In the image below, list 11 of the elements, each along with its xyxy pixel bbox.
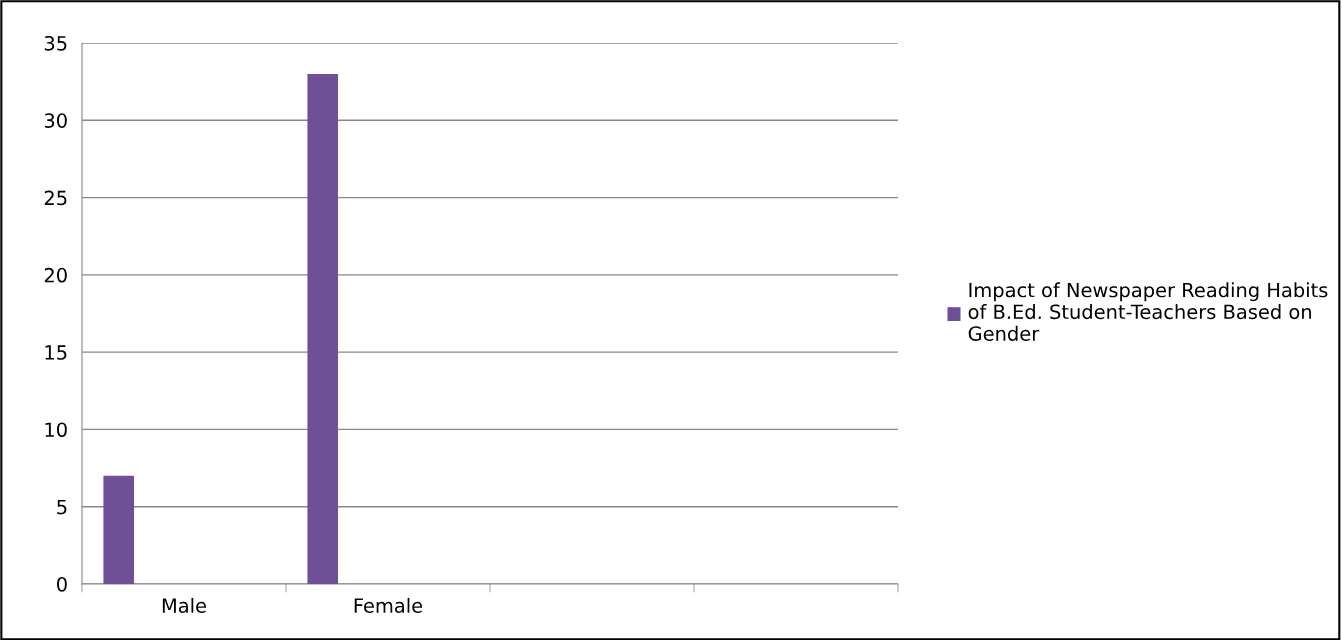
y-tick-label: 15 (45, 345, 67, 360)
y-tick-label: 20 (44, 267, 67, 283)
y-tick-label: 30 (44, 113, 67, 128)
y-tick-label: 35 (44, 35, 67, 51)
x-tick-label: Male (162, 597, 206, 613)
y-tick-label: 25 (44, 190, 67, 206)
x-tick-label: Female (354, 597, 423, 613)
legend-label: Impact of Newspaper Reading Habits of B.Ed. Student-Teachers Based on Gender (968, 282, 1328, 341)
y-tick-label: 5 (57, 499, 67, 515)
y-tick-label: 10 (45, 422, 67, 438)
y-tick-label: 0 (57, 576, 67, 592)
